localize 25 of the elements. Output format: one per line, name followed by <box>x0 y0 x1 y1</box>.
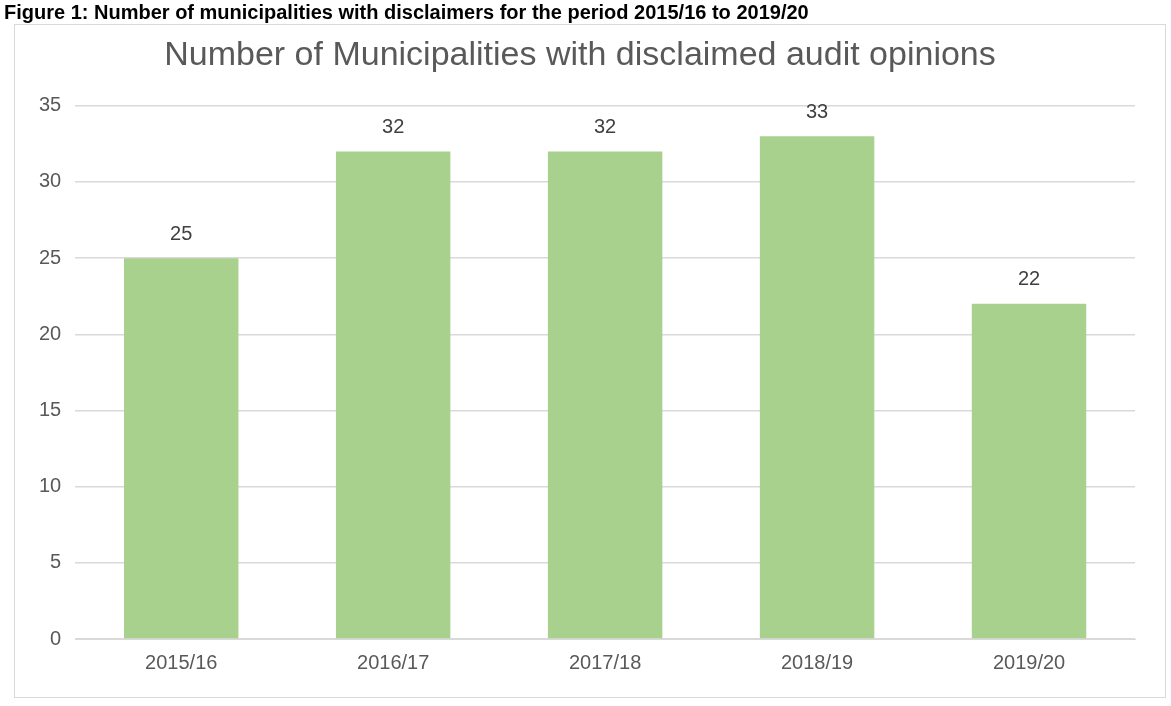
y-tick-label: 0 <box>50 626 62 649</box>
data-label: 25 <box>170 221 193 244</box>
y-tick-label: 30 <box>39 169 62 192</box>
y-tick-label: 5 <box>50 550 62 573</box>
data-label: 33 <box>805 99 829 122</box>
x-tick-label: 2016/17 <box>357 650 430 673</box>
bar <box>335 151 451 639</box>
caption: Figure 1: Number of municipalities with disclaimers for the period 2015/16 to 2019/20 <box>3 0 810 24</box>
y-tick-label: 10 <box>39 474 62 497</box>
data-label: 22 <box>1017 267 1041 290</box>
bar <box>124 258 239 639</box>
x-tick-label: 2019/20 <box>992 650 1066 673</box>
y-tick-label: 25 <box>39 245 62 268</box>
x-tick-label: 2015/16 <box>145 650 218 673</box>
bar <box>971 303 1087 639</box>
bar <box>547 151 663 639</box>
data-label: 32 <box>382 115 405 138</box>
chart-title: Number of Municipalities with disclaimed audit opinions <box>164 33 996 72</box>
y-tick-label: 20 <box>39 321 62 344</box>
x-tick-label: 2017/18 <box>568 650 642 673</box>
x-tick-label: 2018/19 <box>780 650 854 673</box>
y-tick-label: 35 <box>39 93 62 116</box>
data-label: 32 <box>594 115 617 138</box>
bar <box>759 136 875 639</box>
y-tick-label: 15 <box>39 398 62 420</box>
